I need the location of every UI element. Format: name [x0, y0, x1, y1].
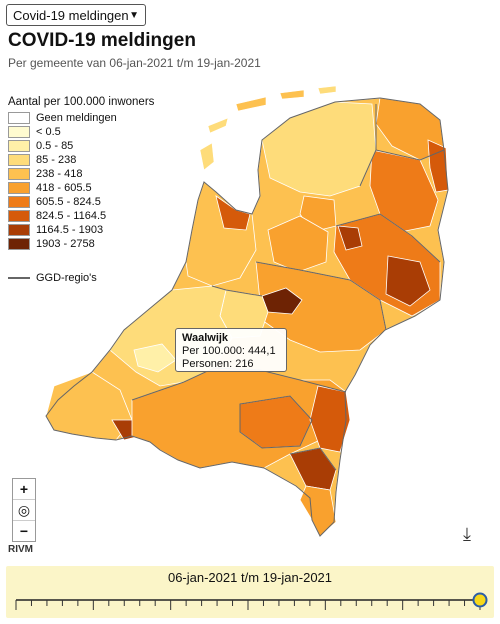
reset-view-button[interactable]: ◎: [13, 500, 35, 521]
island-terschelling[interactable]: [235, 96, 267, 112]
legend-label: 824.5 - 1164.5: [36, 210, 107, 222]
legend-label: 605.5 - 824.5: [36, 196, 101, 208]
ggd-legend: GGD-regio's: [8, 272, 97, 284]
region-east-groningen[interactable]: [427, 139, 449, 193]
legend-title: Aantal per 100.000 inwoners: [8, 96, 155, 108]
page-title: COVID-19 meldingen: [8, 30, 196, 51]
legend-swatch: [8, 238, 30, 250]
ggd-border: [349, 279, 387, 331]
timeline-slider[interactable]: [6, 566, 494, 618]
legend-swatch: [8, 210, 30, 222]
chevron-down-icon: ▼: [129, 9, 139, 21]
tooltip-per100k: Per 100.000: 444,1: [182, 345, 276, 357]
region-twente-hotspot[interactable]: [385, 255, 431, 307]
download-icon[interactable]: ⤓: [463, 524, 471, 544]
legend-swatch: [8, 168, 30, 180]
ggd-border: [335, 213, 441, 263]
indicator-select[interactable]: Covid-19 meldingen ▼: [6, 4, 146, 26]
legend-item: 0.5 - 85: [8, 139, 154, 153]
ggd-border: [255, 261, 351, 281]
legend-item: 1164.5 - 1903: [8, 223, 154, 237]
legend-label: 1903 - 2758: [36, 238, 95, 250]
island-vlieland[interactable]: [207, 117, 229, 134]
ggd-border: [45, 97, 449, 537]
legend-label: 85 - 238: [36, 154, 77, 166]
legend-swatch: [8, 224, 30, 236]
ggd-legend-label: GGD-regio's: [36, 272, 97, 284]
island-schiermonnikoog[interactable]: [317, 85, 337, 95]
ggd-line-swatch: [8, 277, 30, 279]
legend-item: 605.5 - 824.5: [8, 195, 154, 209]
ggd-border: [375, 149, 445, 161]
timeline-range-label: 06-jan-2021 t/m 19-jan-2021: [167, 570, 333, 585]
legend-item: < 0.5: [8, 125, 154, 139]
ggd-border: [211, 285, 263, 297]
legend-item: 1903 - 2758: [8, 237, 154, 251]
legend-label: 0.5 - 85: [36, 140, 74, 152]
legend-swatch: [8, 140, 30, 152]
legend-label: 418 - 605.5: [36, 182, 92, 194]
legend-label: Geen meldingen: [36, 112, 117, 124]
region-zwolle[interactable]: [337, 225, 363, 251]
region-flevoland[interactable]: [267, 215, 329, 273]
legend-item: 238 - 418: [8, 167, 154, 181]
legend-swatch: [8, 112, 30, 124]
island-ameland[interactable]: [279, 89, 305, 100]
source-label: RIVM: [8, 544, 33, 555]
legend-label: 238 - 418: [36, 168, 83, 180]
indicator-select-value: Covid-19 meldingen: [13, 7, 129, 23]
ggd-border: [289, 447, 337, 471]
legend-item: 85 - 238: [8, 153, 154, 167]
region-drenthe[interactable]: [369, 149, 439, 233]
ggd-border: [131, 381, 185, 401]
island-texel[interactable]: [199, 142, 215, 171]
slider-ticks: [15, 600, 481, 610]
tooltip-name: Waalwijk: [182, 332, 229, 344]
legend-swatch: [8, 196, 30, 208]
legend-label: 1164.5 - 1903: [36, 224, 104, 236]
legend-swatch: [8, 182, 30, 194]
legend-item: 418 - 605.5: [8, 181, 154, 195]
legend-item: 824.5 - 1164.5: [8, 209, 154, 223]
legend-item: Geen meldingen: [8, 111, 154, 125]
choropleth-map[interactable]: [0, 0, 500, 560]
region-rotterdam[interactable]: [133, 343, 177, 373]
region-friesland[interactable]: [261, 101, 377, 197]
legend-label: < 0.5: [36, 126, 61, 138]
municipality-tooltip: Waalwijk Per 100.000: 444,1 Personen: 21…: [175, 328, 287, 372]
timeline-bar: 06-jan-2021 t/m 19-jan-2021: [6, 566, 494, 618]
tooltip-persons: Personen: 216: [182, 358, 254, 370]
legend-swatch: [8, 154, 30, 166]
zoom-out-button[interactable]: −: [19, 523, 29, 539]
zoom-in-button[interactable]: +: [13, 479, 35, 500]
page-subtitle: Per gemeente van 06-jan-2021 t/m 19-jan-…: [8, 56, 261, 70]
legend: Aantal per 100.000 inwoners Geen melding…: [8, 96, 154, 251]
zoom-controls: + ◎ −: [12, 478, 36, 542]
legend-swatch: [8, 126, 30, 138]
slider-knob[interactable]: [472, 592, 488, 608]
ggd-border: [239, 395, 313, 449]
